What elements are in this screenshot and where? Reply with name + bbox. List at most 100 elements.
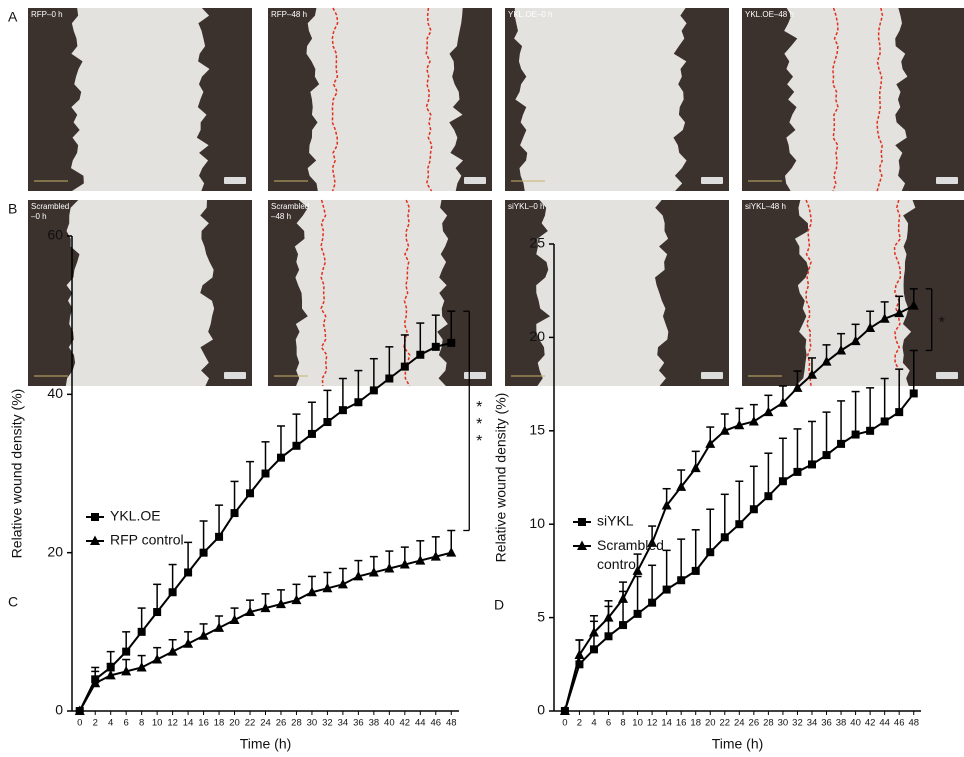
x-tick-label: 32 — [322, 718, 333, 729]
marker — [647, 537, 658, 547]
y-tick-label: 60 — [47, 227, 63, 243]
marker — [793, 467, 802, 476]
marker — [690, 462, 701, 473]
micrograph: RFP–0 h — [28, 8, 252, 191]
tile-label: –0 h — [31, 212, 47, 221]
x-tick-label: 12 — [167, 718, 178, 729]
cell-sheet-right — [655, 200, 729, 386]
micrograph: YKL.OE–48 h — [742, 7, 964, 192]
marker — [122, 647, 131, 656]
marker — [74, 705, 85, 715]
panel-letter: C — [8, 594, 18, 610]
marker — [261, 469, 270, 478]
cell-sheet-right — [449, 8, 492, 191]
marker — [369, 386, 378, 395]
marker — [706, 548, 715, 557]
marker — [136, 661, 147, 672]
y-axis-title: Relative wound density (%) — [9, 389, 25, 559]
x-tick-label: 6 — [124, 718, 129, 729]
x-tick-label: 42 — [865, 718, 876, 729]
micrograph: Scrambled–0 h — [28, 200, 252, 386]
x-tick-label: 40 — [850, 718, 861, 729]
x-axis-title: Time (h) — [712, 736, 764, 752]
legend-text: siYKL — [597, 513, 634, 529]
x-tick-label: 8 — [139, 718, 144, 729]
legend-marker — [91, 513, 99, 521]
marker — [415, 555, 426, 565]
x-tick-label: 16 — [198, 718, 209, 729]
marker — [337, 578, 348, 589]
marker — [198, 630, 209, 640]
marker — [121, 665, 132, 676]
marker — [246, 489, 255, 498]
marker — [292, 441, 301, 450]
scale-box — [936, 177, 958, 184]
marker — [385, 374, 394, 383]
marker — [275, 598, 286, 609]
scale-box — [936, 372, 958, 379]
x-tick-label: 10 — [152, 718, 163, 729]
marker — [604, 632, 613, 641]
x-tick-label: 28 — [291, 718, 302, 729]
x-tick-label: 20 — [705, 718, 716, 729]
micrograph: YKL.OE–0 h — [505, 8, 729, 191]
cell-sheet-left — [505, 8, 528, 191]
wound-edge-line — [425, 7, 433, 192]
cell-sheet-left — [505, 200, 551, 386]
y-tick-label: 40 — [47, 385, 63, 401]
marker — [353, 570, 364, 581]
x-tick-label: 12 — [647, 718, 658, 729]
marker — [230, 509, 239, 518]
marker — [822, 451, 831, 460]
x-tick-label: 46 — [430, 718, 441, 729]
marker — [574, 649, 585, 659]
marker — [291, 594, 302, 605]
x-tick-label: 6 — [606, 718, 611, 729]
x-tick-label: 36 — [821, 718, 832, 729]
x-tick-label: 30 — [307, 718, 318, 729]
marker — [807, 460, 816, 469]
x-tick-label: 42 — [400, 718, 411, 729]
cell-sheet-left — [268, 8, 320, 191]
x-tick-label: 28 — [763, 718, 774, 729]
marker — [276, 453, 285, 462]
x-tick-label: 26 — [749, 718, 760, 729]
legend-text: Scrambled control — [597, 537, 664, 572]
x-tick-label: 24 — [734, 718, 745, 729]
x-tick-label: 22 — [719, 718, 730, 729]
significance-annotation: * — [939, 315, 945, 332]
x-tick-label: 26 — [276, 718, 287, 729]
marker — [851, 430, 860, 439]
scale-box — [701, 177, 723, 184]
marker — [908, 300, 919, 310]
tile-label: RFP–48 h — [271, 10, 307, 19]
x-tick-label: 18 — [214, 718, 225, 729]
marker — [749, 505, 758, 514]
x-tick-label: 14 — [183, 718, 194, 729]
series-line — [78, 551, 452, 712]
marker — [229, 614, 240, 624]
marker — [323, 418, 332, 427]
marker — [719, 425, 730, 435]
x-tick-label: 38 — [836, 718, 847, 729]
marker — [734, 419, 745, 430]
marker — [199, 548, 208, 557]
significance-annotation: * * * — [476, 399, 482, 450]
marker — [431, 342, 440, 351]
cell-sheet-left — [742, 200, 809, 386]
scale-box — [701, 372, 723, 379]
x-tick-label: 34 — [338, 718, 349, 729]
x-tick-label: 22 — [245, 718, 256, 729]
marker — [632, 565, 643, 575]
marker — [821, 356, 832, 366]
y-tick-label: 10 — [529, 515, 545, 531]
cell-sheet-left — [268, 200, 308, 386]
wound-edge-line — [831, 7, 839, 192]
y-tick-label: 20 — [47, 543, 63, 559]
tile-label: YKL.OE–48 h — [745, 10, 794, 19]
marker — [559, 705, 570, 715]
micrograph: RFP–48 h — [268, 7, 492, 192]
marker — [850, 335, 861, 346]
wound-edge-line — [893, 199, 902, 387]
legend-text: YKL.OE — [110, 508, 161, 524]
